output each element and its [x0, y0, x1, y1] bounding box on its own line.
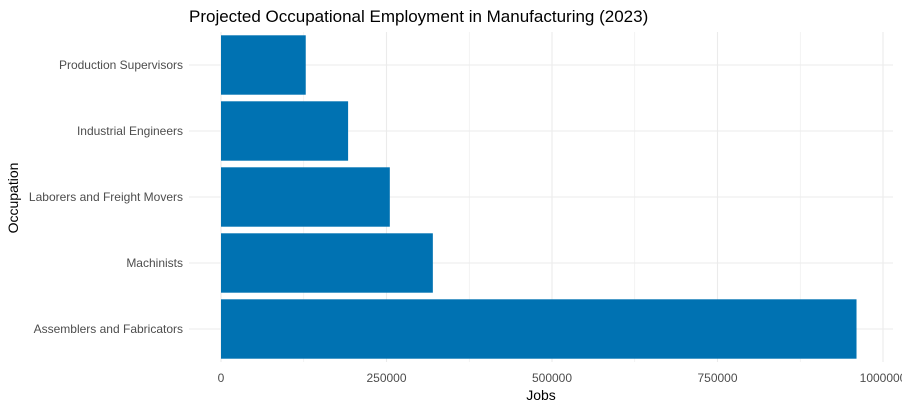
y-tick-label: Laborers and Freight Movers: [29, 190, 183, 204]
chart-title: Projected Occupational Employment in Man…: [189, 7, 648, 26]
y-tick-label: Industrial Engineers: [77, 124, 183, 138]
bar: [221, 167, 390, 227]
y-tick-labels: Assemblers and Fabricators Machinists Labo…: [29, 58, 183, 336]
x-tick-labels: 0 250000 500000 750000 1000000: [218, 371, 902, 385]
y-tick-label: Machinists: [126, 256, 183, 270]
x-tick-label: 1000000: [860, 371, 902, 385]
y-tick-label: Production Supervisors: [59, 58, 183, 72]
x-tick-label: 750000: [697, 371, 737, 385]
x-tick-label: 0: [218, 371, 225, 385]
bar: [221, 299, 857, 359]
bar: [221, 101, 349, 161]
bar: [221, 233, 433, 293]
x-tick-label: 500000: [532, 371, 572, 385]
x-tick-label: 250000: [366, 371, 406, 385]
bar: [221, 35, 306, 95]
y-axis-label: Occupation: [5, 163, 21, 234]
y-tick-label: Assemblers and Fabricators: [34, 322, 183, 336]
bars: [221, 35, 857, 359]
x-axis-label: Jobs: [526, 387, 556, 403]
